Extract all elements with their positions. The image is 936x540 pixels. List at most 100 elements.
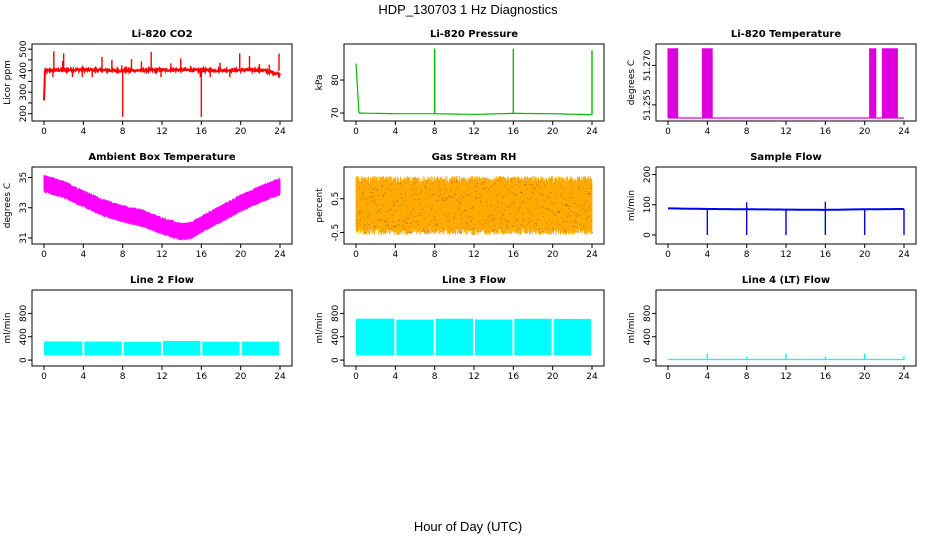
panel-title: Ambient Box Temperature [88,152,235,163]
data-layer [355,175,593,236]
x-tick-label: 12 [468,372,479,382]
y-tick-label: 51.270 [643,49,653,81]
panel-6: Sample Flow ml/min 0 4 8 12 16 20 24 0 100 200 [627,152,917,260]
panel-8: Line 3 Flow ml/min 0 4 8 12 16 20 24 0 400 800 [315,275,605,382]
x-tick-label: 20 [235,372,247,382]
x-tick-label: 20 [547,372,559,382]
x-tick-label: 0 [41,127,47,137]
x-tick-label: 16 [196,372,208,382]
flow-band-segment [356,318,395,356]
x-tick-label: 24 [898,127,910,137]
y-axis-label: ml/min [3,312,13,343]
x-tick-label: 12 [780,250,791,260]
y-tick-label: 51.255 [643,89,653,121]
x-tick-label: 12 [156,372,167,382]
x-tick-label: 24 [586,127,598,137]
x-tick-label: 12 [780,127,791,137]
x-tick-label: 20 [859,250,871,260]
y-tick-label: 100 [643,196,653,213]
x-tick-label: 12 [468,127,479,137]
rh-dots [356,178,593,233]
panel-title: Li-820 Pressure [430,29,518,40]
panel-title: Gas Stream RH [432,152,517,163]
x-tick-label: 8 [120,250,126,260]
x-tick-label: 24 [274,127,286,137]
x-tick-label: 8 [120,372,126,382]
panel-1: Li-820 CO2 Licor ppm 0 4 8 12 16 20 24 200 300 400 5… [3,29,293,137]
x-tick-label: 20 [547,250,559,260]
x-tick-label: 24 [898,372,910,382]
x-tick-label: 20 [859,372,871,382]
figure-xlabel: Hour of Day (UTC) [414,519,522,534]
x-tick-label: 4 [80,127,86,137]
rh-band [355,175,593,236]
x-tick-label: 20 [235,250,247,260]
panel-title: Sample Flow [750,152,822,163]
x-tick-label: 24 [586,250,598,260]
y-tick-label: 400 [19,328,29,345]
x-tick-label: 8 [744,250,750,260]
y-tick-label: 0 [643,357,653,363]
y-tick-label: 0 [643,232,653,238]
flow-band-segment [123,341,161,356]
temperature-band [43,174,281,241]
flow-band-segment [163,340,201,356]
x-tick-label: 16 [508,250,520,260]
x-tick-label: 0 [665,250,671,260]
data-layer [44,340,279,356]
y-axis-label: percent [315,188,325,223]
x-tick-label: 20 [547,127,559,137]
data-layer [43,174,281,241]
x-tick-label: 12 [156,127,167,137]
x-tick-label: 4 [392,372,398,382]
co2-spikes [52,51,280,78]
y-axis-label: degrees C [3,183,13,228]
x-tick-label: 16 [820,250,832,260]
y-tick-label: 200 [19,105,29,122]
figure-title: HDP_130703 1 Hz Diagnostics [378,2,558,17]
x-tick-label: 8 [120,127,126,137]
flow-band-segment [514,318,552,356]
y-tick-label: 0 [331,357,341,363]
x-tick-label: 0 [665,372,671,382]
flow-band-segment [84,341,122,356]
series-line [43,64,281,101]
data-layer [356,318,591,356]
y-axis-label: ml/min [627,312,637,343]
y-tick-label: 800 [643,305,653,322]
x-tick-label: 0 [353,372,359,382]
series-line [355,63,592,116]
x-tick-label: 0 [41,250,47,260]
x-tick-label: 4 [392,127,398,137]
x-tick-label: 20 [235,127,247,137]
flow-band-segment [202,341,240,356]
plot-frame [343,43,605,122]
x-tick-label: 0 [353,127,359,137]
x-tick-label: 8 [744,127,750,137]
x-tick-label: 4 [392,250,398,260]
x-tick-label: 24 [274,250,286,260]
x-tick-label: 20 [859,127,871,137]
y-tick-label: 300 [19,83,29,100]
y-tick-label: 500 [19,40,29,57]
x-tick-label: 8 [432,127,438,137]
x-tick-label: 4 [80,372,86,382]
x-tick-label: 12 [468,250,479,260]
y-axis-label: ml/min [315,312,325,343]
y-axis-label: kPa [315,75,325,91]
y-axis-label: ml/min [627,190,637,221]
panel-5: Gas Stream RH percent 0 4 8 12 16 20 24 -0.5 0.5 [315,152,605,260]
flow-band-segment [435,318,473,356]
x-tick-label: 16 [508,372,520,382]
data-layer [43,51,281,117]
x-tick-label: 4 [704,250,710,260]
x-tick-label: 8 [432,250,438,260]
panel-2: Li-820 Pressure kPa 0 4 8 12 16 20 24 70 80 [315,29,605,137]
x-tick-label: 4 [704,127,710,137]
flow-band-segment [44,341,83,356]
x-tick-label: 0 [665,127,671,137]
y-tick-label: 800 [19,305,29,322]
y-axis-label: degrees C [627,60,637,105]
x-tick-label: 16 [820,372,832,382]
y-tick-label: 800 [331,305,341,322]
